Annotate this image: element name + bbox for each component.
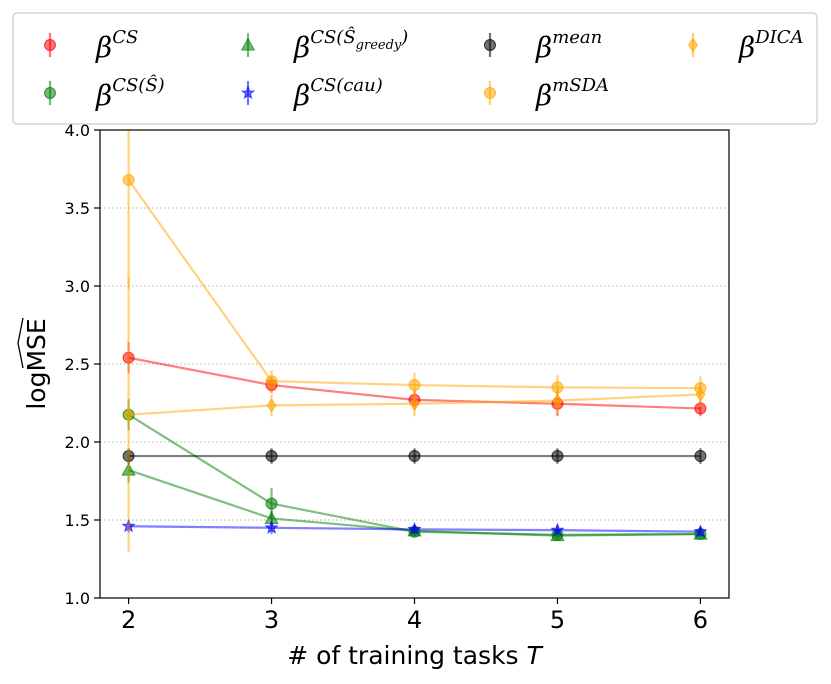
data-point xyxy=(265,450,278,463)
x-tick-label: 3 xyxy=(264,606,279,634)
series-line xyxy=(128,413,701,536)
y-tick-label: 3.5 xyxy=(65,199,90,218)
legend-marker xyxy=(484,87,496,99)
data-point xyxy=(265,497,278,510)
data-point xyxy=(695,387,706,402)
legend-marker xyxy=(44,39,56,51)
legend-label: βDICA xyxy=(738,27,804,64)
data-point xyxy=(264,520,279,534)
legend-label-sup: mSDA xyxy=(552,75,609,96)
legend-label: βCS xyxy=(95,27,138,64)
legend-label-sup-end: ) xyxy=(400,27,408,48)
legend-marker xyxy=(240,37,256,51)
x-axis-label-variable: T xyxy=(527,641,544,670)
y-tick-label: 4.0 xyxy=(65,121,90,140)
legend-label: βmSDA xyxy=(535,75,609,112)
legend-marker xyxy=(240,85,256,100)
y-tick-label: 2.0 xyxy=(65,433,90,452)
data-point xyxy=(550,522,565,537)
legend-item: βDICA xyxy=(687,27,804,64)
data-point xyxy=(407,521,422,536)
legend-label-base: β xyxy=(293,79,310,112)
legend-label: βmean xyxy=(535,27,602,64)
data-point xyxy=(694,450,707,463)
y-tick-label: 2.5 xyxy=(65,355,90,374)
y-axis-label-hat xyxy=(17,317,24,369)
data-point xyxy=(693,524,708,538)
legend-item: βCS(cau) xyxy=(240,75,383,112)
legend-label-base: β xyxy=(738,31,755,64)
x-tick-label: 2 xyxy=(121,606,136,634)
legend-label-sup: CS xyxy=(112,27,138,48)
x-tick-label: 6 xyxy=(693,606,708,634)
series-4 xyxy=(122,448,707,464)
legend-frame xyxy=(12,12,818,125)
legend-item: βCS(Ŝ) xyxy=(44,73,165,112)
legend-label: βCS(cau) xyxy=(293,75,383,112)
y-tick-label: 3.0 xyxy=(65,277,90,296)
x-axis-label-text: # of training tasks xyxy=(287,641,526,670)
y-tick-label: 1.5 xyxy=(65,511,90,530)
legend-label-base: β xyxy=(535,31,552,64)
data-point xyxy=(408,450,421,463)
data-point xyxy=(266,398,277,413)
axes: 1.0 1.5 2.0 2.5 3.0 3.5 4.0 2 3 4 5 6 xyxy=(65,121,709,634)
x-tick-label: 4 xyxy=(407,606,422,634)
series-layer xyxy=(121,130,708,552)
data-point xyxy=(123,407,134,422)
series-6 xyxy=(123,277,706,552)
data-point xyxy=(265,375,278,388)
data-point xyxy=(408,379,421,392)
legend-label-base: β xyxy=(95,79,112,112)
data-point xyxy=(122,173,135,186)
legend-label-sub: greedy xyxy=(356,38,402,53)
legend-label-sup: CS(cau) xyxy=(310,75,383,96)
legend-label-sup: CS(Ŝ) xyxy=(112,73,164,96)
legend-label: βCS(Ŝ) xyxy=(95,73,165,112)
legend-label-sup: mean xyxy=(552,27,602,48)
data-point xyxy=(409,396,420,411)
data-point xyxy=(551,450,564,463)
legend-label-base: β xyxy=(535,79,552,112)
data-point xyxy=(552,393,563,408)
legend-item: βmSDA xyxy=(484,75,609,112)
legend-label-sup: CS(Ŝ xyxy=(310,25,355,48)
legend-marker xyxy=(44,87,56,99)
series-1 xyxy=(122,399,707,541)
legend-marker xyxy=(484,39,496,51)
y-axis-label: logMSE xyxy=(22,318,51,409)
legend-item: βCS xyxy=(44,27,138,64)
y-tick-label: 1.0 xyxy=(65,589,90,608)
legend-label-sup: DICA xyxy=(754,27,803,48)
legend-item: βmean xyxy=(484,27,602,64)
legend-label-base: β xyxy=(293,31,310,64)
legend-marker xyxy=(687,37,699,53)
x-tick-label: 5 xyxy=(550,606,565,634)
grid-lines xyxy=(100,207,729,521)
legend-label-base: β xyxy=(95,31,112,64)
x-axis-label: # of training tasks T xyxy=(287,641,543,670)
legend-label: βCS(Ŝgreedy) xyxy=(293,25,408,64)
series-line xyxy=(127,179,701,390)
legend-item: βCS(Ŝgreedy) xyxy=(240,25,408,64)
